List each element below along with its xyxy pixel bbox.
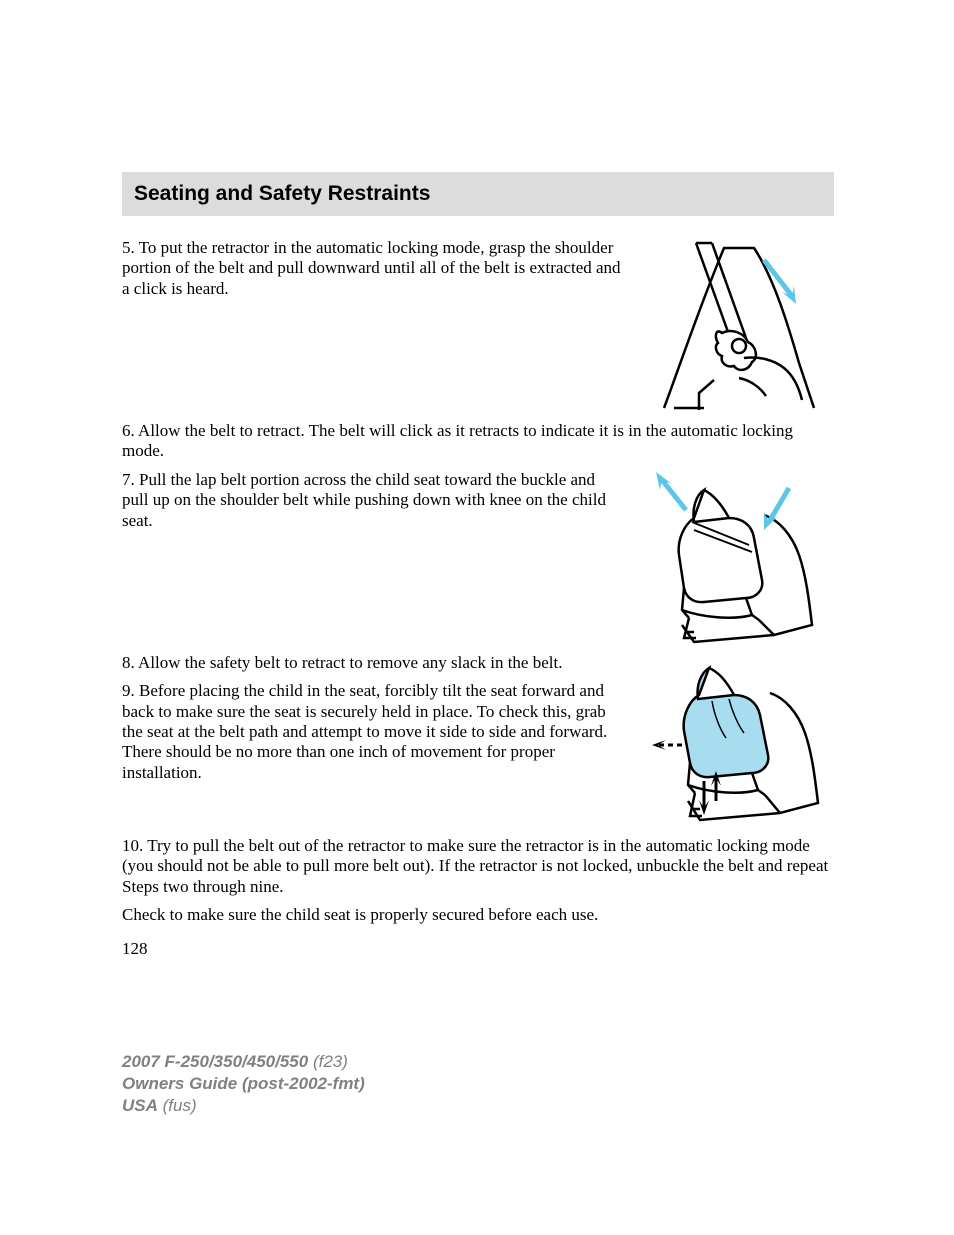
arrow-upleft-icon — [656, 472, 686, 510]
figure-1 — [644, 238, 834, 413]
footer-region: USA — [122, 1096, 158, 1115]
step-7-row: 7. Pull the lap belt portion across the … — [122, 470, 834, 645]
child-seat-belt-icon — [634, 470, 834, 645]
footer-line-1: 2007 F-250/350/450/550 (f23) — [122, 1051, 365, 1073]
arrow-left-icon — [652, 740, 682, 750]
step-8-9-text: 8. Allow the safety belt to retract to r… — [122, 653, 614, 828]
step-7-text: 7. Pull the lap belt portion across the … — [122, 470, 614, 645]
footer: 2007 F-250/350/450/550 (f23) Owners Guid… — [122, 1051, 365, 1117]
document-page: Seating and Safety Restraints 5. To put … — [0, 0, 954, 960]
step-5-text: 5. To put the retractor in the automatic… — [122, 238, 624, 413]
step-6-row: 6. Allow the belt to retract. The belt w… — [122, 421, 834, 462]
section-header-bar: Seating and Safety Restraints — [122, 172, 834, 216]
figure-2 — [634, 470, 834, 645]
step-7: 7. Pull the lap belt portion across the … — [122, 470, 614, 531]
arrow-down-icon — [699, 781, 709, 815]
arrow-down-icon — [764, 488, 789, 530]
footer-code: (f23) — [308, 1052, 348, 1071]
content-body: 5. To put the retractor in the automatic… — [122, 238, 834, 960]
step-5-row: 5. To put the retractor in the automatic… — [122, 238, 834, 413]
step-6: 6. Allow the belt to retract. The belt w… — [122, 421, 834, 462]
step-5: 5. To put the retractor in the automatic… — [122, 238, 624, 299]
section-title: Seating and Safety Restraints — [134, 182, 822, 206]
footer-model: 2007 F-250/350/450/550 — [122, 1052, 308, 1071]
page-number: 128 — [122, 939, 834, 959]
step-8: 8. Allow the safety belt to retract to r… — [122, 653, 614, 673]
child-seat-check-icon — [634, 653, 834, 828]
figure-3 — [634, 653, 834, 828]
belt-retractor-icon — [644, 238, 834, 413]
step-9: 9. Before placing the child in the seat,… — [122, 681, 614, 783]
step-8-9-row: 8. Allow the safety belt to retract to r… — [122, 653, 834, 828]
footer-line-2: Owners Guide (post-2002-fmt) — [122, 1073, 365, 1095]
step-10-row: 10. Try to pull the belt out of the retr… — [122, 836, 834, 926]
footer-region-code: (fus) — [158, 1096, 197, 1115]
arrow-down-icon — [764, 260, 796, 304]
footer-line-3: USA (fus) — [122, 1095, 365, 1117]
check-note: Check to make sure the child seat is pro… — [122, 905, 834, 925]
step-10: 10. Try to pull the belt out of the retr… — [122, 836, 834, 897]
